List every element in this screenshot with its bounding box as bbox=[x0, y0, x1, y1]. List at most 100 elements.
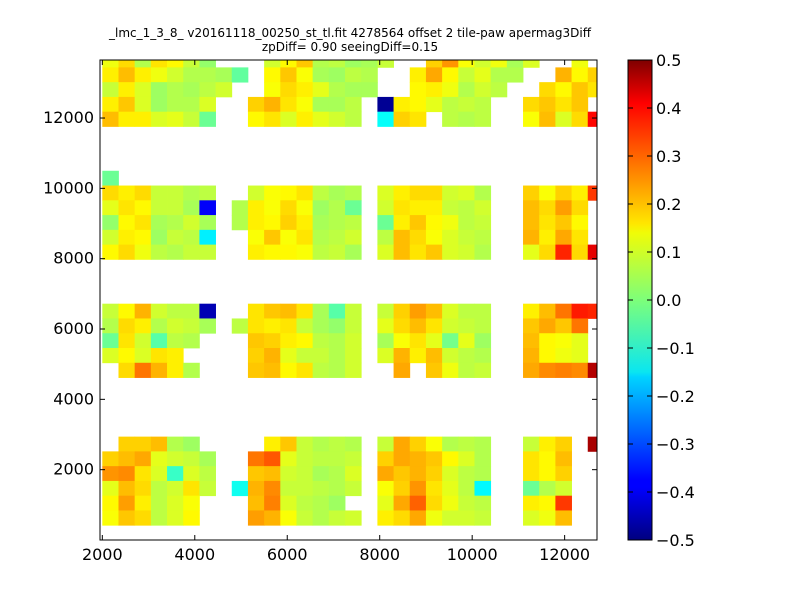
heatmap-cell bbox=[296, 215, 314, 231]
heatmap-cell bbox=[458, 82, 475, 98]
heatmap-cell bbox=[247, 215, 265, 231]
heatmap-cell bbox=[409, 466, 427, 482]
heatmap-cell bbox=[377, 318, 394, 334]
heatmap-cell bbox=[247, 451, 265, 467]
colorbar-tick-label: −0.5 bbox=[656, 531, 695, 550]
heatmap-cell bbox=[425, 60, 443, 68]
heatmap-cell bbox=[328, 111, 346, 127]
heatmap-cell bbox=[474, 451, 492, 467]
heatmap-cell bbox=[150, 451, 168, 467]
heatmap-cell bbox=[215, 67, 233, 83]
heatmap-cell bbox=[167, 348, 184, 364]
heatmap-cell bbox=[199, 451, 216, 467]
heatmap-cell bbox=[264, 466, 281, 482]
heatmap-cell bbox=[118, 348, 136, 364]
heatmap-cell bbox=[150, 510, 168, 526]
heatmap-cell bbox=[442, 82, 459, 98]
heatmap-cell bbox=[474, 333, 492, 349]
heatmap-cell bbox=[264, 436, 281, 452]
colorbar-ticks: 0.5 0.4 0.3 0.2 0.1 0.0 −0.1 −0.2 −0.3 −0.4 −0.5 bbox=[628, 51, 695, 550]
heatmap-cell bbox=[571, 244, 589, 260]
heatmap-cell bbox=[150, 348, 168, 364]
heatmap-cell bbox=[555, 436, 572, 452]
heatmap-cell bbox=[280, 495, 297, 511]
heatmap-cell bbox=[134, 348, 152, 364]
heatmap-cell bbox=[393, 111, 411, 127]
heatmap-cell bbox=[587, 67, 598, 83]
heatmap-cell bbox=[296, 510, 314, 526]
heatmap-cell bbox=[458, 229, 475, 246]
heatmap-cell bbox=[312, 111, 330, 127]
heatmap-cell bbox=[425, 495, 443, 511]
heatmap-cell bbox=[523, 229, 540, 246]
chart-title-line2: zpDiff= 0.90 seeingDiff=0.15 bbox=[262, 40, 438, 54]
heatmap-cell bbox=[458, 466, 475, 482]
heatmap-cell bbox=[296, 480, 314, 497]
x-tick-label: 8000 bbox=[359, 545, 400, 564]
heatmap-cell bbox=[442, 215, 459, 231]
heatmap-cell bbox=[247, 244, 265, 260]
heatmap-cell bbox=[134, 67, 152, 83]
heatmap-cell bbox=[425, 67, 443, 83]
heatmap-cell bbox=[150, 215, 168, 231]
heatmap-cell bbox=[296, 185, 314, 201]
heatmap-cell bbox=[167, 60, 184, 68]
heatmap-cell bbox=[264, 480, 281, 497]
x-tick-label: 10000 bbox=[447, 545, 498, 564]
heatmap-cell bbox=[539, 96, 556, 113]
colorbar-tick-label: 0.4 bbox=[656, 99, 681, 118]
heatmap-cell bbox=[377, 111, 394, 127]
heatmap-cell bbox=[102, 185, 119, 201]
heatmap-cell bbox=[102, 82, 119, 98]
heatmap-cell bbox=[474, 436, 492, 452]
heatmap-cell bbox=[134, 333, 152, 349]
heatmap-cell bbox=[280, 82, 297, 98]
heatmap-cell bbox=[555, 244, 572, 260]
heatmap-cell bbox=[167, 244, 184, 260]
heatmap-cell bbox=[183, 318, 200, 334]
heatmap-cell bbox=[199, 67, 216, 83]
heatmap-cell bbox=[183, 451, 200, 467]
heatmap-cell bbox=[555, 333, 572, 349]
heatmap-cell bbox=[409, 436, 427, 452]
heatmap-cell bbox=[393, 495, 411, 511]
heatmap-cell bbox=[134, 318, 152, 334]
chart-title-line1: _lmc_1_3_8_ v20161118_00250_st_tl.fit 42… bbox=[108, 26, 592, 40]
heatmap-cell bbox=[312, 480, 330, 497]
heatmap-cell bbox=[571, 67, 589, 83]
heatmap-cell bbox=[474, 229, 492, 246]
heatmap-cell bbox=[296, 303, 314, 319]
heatmap-cell bbox=[555, 111, 572, 127]
heatmap-cell bbox=[312, 82, 330, 98]
colorbar-tick-label: 0.1 bbox=[656, 243, 681, 262]
heatmap-cell bbox=[377, 96, 394, 113]
heatmap-cell bbox=[280, 348, 297, 364]
heatmap-cell bbox=[280, 362, 297, 378]
heatmap-cell bbox=[539, 244, 556, 260]
heatmap-cell bbox=[296, 348, 314, 364]
heatmap-cell bbox=[474, 244, 492, 260]
heatmap-cell bbox=[183, 60, 200, 68]
heatmap-cell bbox=[264, 318, 281, 334]
heatmap-cell bbox=[199, 303, 216, 319]
heatmap-cell bbox=[231, 318, 249, 334]
heatmap-cell bbox=[442, 229, 459, 246]
heatmap-cell bbox=[296, 362, 314, 378]
heatmap-cell bbox=[199, 111, 216, 127]
heatmap-cell bbox=[280, 60, 297, 68]
heatmap-cell bbox=[409, 451, 427, 467]
heatmap-cell bbox=[539, 185, 556, 201]
heatmap-cell bbox=[345, 333, 362, 349]
heatmap-cell bbox=[118, 466, 136, 482]
heatmap-cell bbox=[312, 318, 330, 334]
heatmap-cell bbox=[523, 480, 540, 497]
heatmap-cell bbox=[425, 82, 443, 98]
heatmap-cell bbox=[118, 480, 136, 497]
heatmap-cell bbox=[523, 318, 540, 334]
heatmap-cell bbox=[442, 348, 459, 364]
heatmap-cell bbox=[296, 244, 314, 260]
heatmap-cell bbox=[474, 495, 492, 511]
heatmap-cell bbox=[345, 303, 362, 319]
heatmap-cell bbox=[442, 362, 459, 378]
heatmap-cell bbox=[328, 96, 346, 113]
